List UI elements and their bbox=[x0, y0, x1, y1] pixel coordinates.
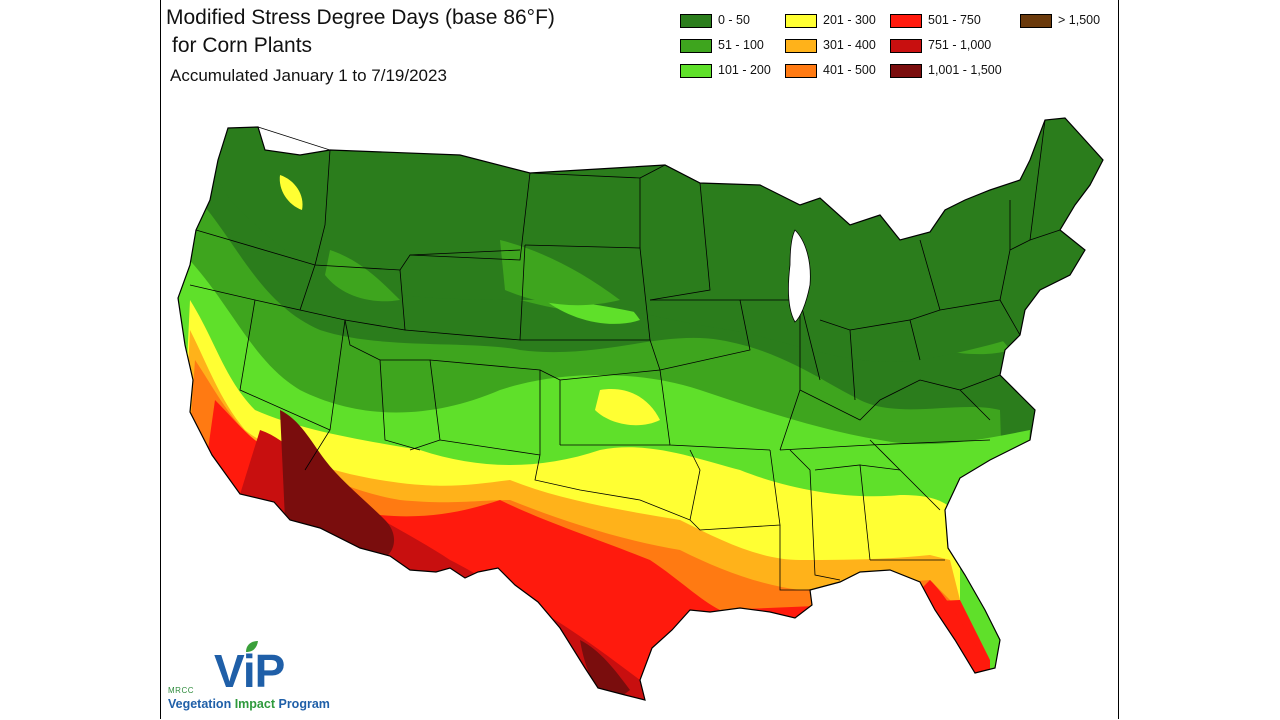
legend-label: 51 - 100 bbox=[718, 38, 764, 52]
legend-label: 101 - 200 bbox=[718, 63, 771, 77]
leaf-icon bbox=[246, 641, 258, 652]
lake-michigan bbox=[788, 229, 811, 323]
legend-label: 1,001 - 1,500 bbox=[928, 63, 1002, 77]
logo-program-name: Vegetation Impact Program bbox=[168, 697, 330, 711]
legend-label: > 1,500 bbox=[1058, 13, 1101, 27]
legend-label: 0 - 50 bbox=[718, 13, 750, 27]
state-boundaries bbox=[177, 117, 1104, 701]
map-title-line2: for Corn Plants bbox=[172, 34, 313, 57]
legend-swatch bbox=[680, 39, 712, 53]
legend-swatch bbox=[1020, 14, 1052, 28]
legend-swatch bbox=[890, 39, 922, 53]
legend-swatch bbox=[785, 14, 817, 28]
legend-label: 401 - 500 bbox=[823, 63, 876, 77]
legend-label: 501 - 750 bbox=[928, 13, 981, 27]
logo-word-2: Impact bbox=[234, 697, 275, 711]
map-subtitle: Accumulated January 1 to 7/19/2023 bbox=[170, 66, 447, 85]
stress-regions bbox=[178, 118, 1103, 700]
legend-swatch bbox=[785, 64, 817, 78]
legend-swatch bbox=[680, 64, 712, 78]
logo-mark: ViP bbox=[214, 645, 285, 697]
legend-label: 751 - 1,000 bbox=[928, 38, 992, 52]
legend-label: 301 - 400 bbox=[823, 38, 876, 52]
legend-label: 201 - 300 bbox=[823, 13, 876, 27]
legend-swatch bbox=[680, 14, 712, 28]
legend-swatch bbox=[785, 39, 817, 53]
logo-org-text: MRCC bbox=[168, 686, 194, 695]
logo-word-1: Vegetation bbox=[168, 697, 232, 711]
legend-swatch bbox=[890, 14, 922, 28]
logo-word-3: Program bbox=[278, 697, 330, 711]
map-title: Modified Stress Degree Days (base 86°F) bbox=[166, 6, 555, 29]
legend-swatch bbox=[890, 64, 922, 78]
